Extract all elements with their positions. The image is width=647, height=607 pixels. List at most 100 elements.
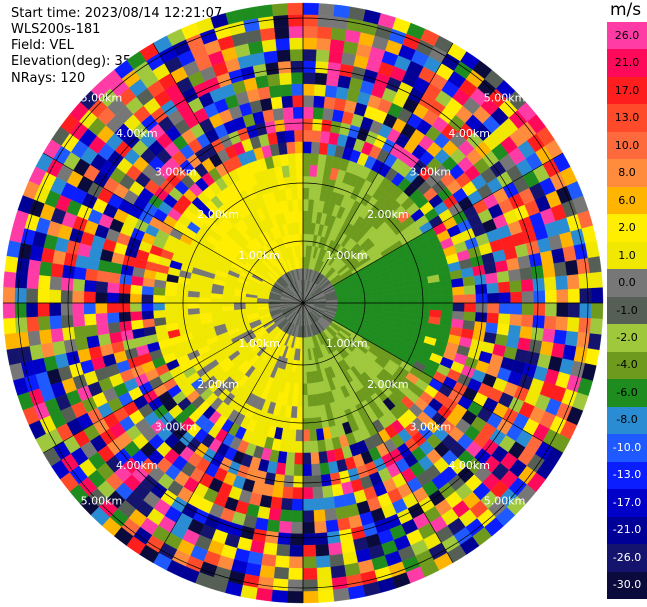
ppi-gate [311,474,323,488]
ppi-gate [521,290,534,304]
ppi-gate [276,543,291,557]
ppi-gate [291,95,304,108]
ppi-gate [290,60,304,73]
ppi-gate [589,271,603,289]
ppi-gate [288,37,304,50]
ppi-gate [275,37,290,51]
ppi-gate [337,74,352,89]
ppi-gate [254,517,269,532]
ppi-gate [309,429,318,442]
ppi-gate [315,543,330,557]
ppi-gate [302,141,312,154]
ppi-gate [278,72,292,86]
ppi-gate [83,302,96,315]
ppi-velocity-plot: 1.00km 1.00km 1.00km 1.00km 2.00km 2.00km 2.00… [2,2,604,604]
ppi-gate [259,27,276,42]
ppi-gate [323,496,336,510]
colorbar-cell [607,76,647,105]
range-ring-label: 5.00km [484,91,526,104]
ppi-gate [298,383,304,396]
ppi-gate [296,418,304,431]
ppi-gate [130,275,144,287]
ppi-gate [37,288,50,304]
colorbar: 26.0 21.0 17.0 13.0 10.0 8.0 6.0 2.0 1.0 0.0 -1.0 -… [607,22,647,600]
ppi-gate [464,293,477,304]
ppi-gate [317,578,334,592]
range-ring-label: 3.00km [155,420,197,433]
ppi-gate [320,119,333,133]
ppi-gate [510,302,523,315]
ppi-gate [279,509,293,523]
ppi-gate [49,302,62,317]
ppi-gate [313,95,325,109]
ppi-gate [313,83,327,97]
ppi-gate [302,441,312,454]
ppi-gate [532,314,546,329]
ppi-gate [510,291,523,304]
ppi-gate [263,50,278,64]
ppi-gate [96,323,110,336]
ppi-gate [273,473,286,487]
ppi-gate [587,332,602,351]
ppi-gate [210,302,223,308]
ppi-gate [313,509,327,523]
ppi-gate [302,510,315,523]
ppi-gate [578,317,592,334]
ppi-gate [463,284,476,295]
ppi-gate [474,283,488,295]
range-ring [240,240,366,366]
ppi-gate [302,233,307,246]
ppi-gate [268,84,282,99]
ppi-gate [556,288,569,304]
ppi-gate [429,309,442,318]
ppi-gate [302,187,310,200]
ppi-gate [314,532,329,546]
ppi-gate [505,335,520,349]
ppi-gate [296,175,304,188]
ppi-gate [406,296,419,304]
colorbar-cell [607,131,647,160]
ppi-gate [50,328,64,343]
ppi-gate [302,152,312,165]
ppi-gate [440,310,453,319]
ppi-gate [25,302,39,318]
ppi-gate [289,544,304,557]
ppi-gate [579,287,592,304]
colorbar-cell [607,241,647,270]
ppi-gate [302,164,311,177]
ppi-gate [338,528,354,543]
ppi-gate [282,486,294,500]
range-ring-label: 3.00km [409,166,451,179]
ppi-gate [302,118,313,131]
ppi-gate [164,288,177,297]
ppi-gate [542,263,556,278]
range-ring-label: 2.00km [367,378,409,391]
ppi-gate [60,290,73,304]
ppi-gate [417,308,430,317]
ppi-gate [330,564,347,579]
ppi-gate [245,299,258,304]
ppi-gate [297,395,304,407]
ppi-gate [272,14,289,28]
ppi-gate [319,130,331,144]
ppi-gate [95,291,108,304]
ppi-gate [302,521,316,534]
ppi-gate [83,291,96,304]
ppi-gate [564,259,579,276]
ppi-gate [475,293,488,304]
colorbar-tick-label: -21.0 [612,523,642,537]
ppi-gate [15,331,30,349]
ppi-gate [84,324,99,338]
ppi-gate [429,302,442,311]
ppi-gate [26,316,40,333]
ppi-gate [302,25,318,39]
ppi-gate [14,272,28,289]
colorbar-cell [607,296,647,325]
colorbar-cell [607,186,647,215]
ppi-gate [487,292,500,304]
ppi-gate [2,287,16,304]
ppi-gate [302,487,314,500]
ppi-gate [555,316,569,331]
ppi-gate [406,308,419,316]
range-ring [182,182,424,424]
